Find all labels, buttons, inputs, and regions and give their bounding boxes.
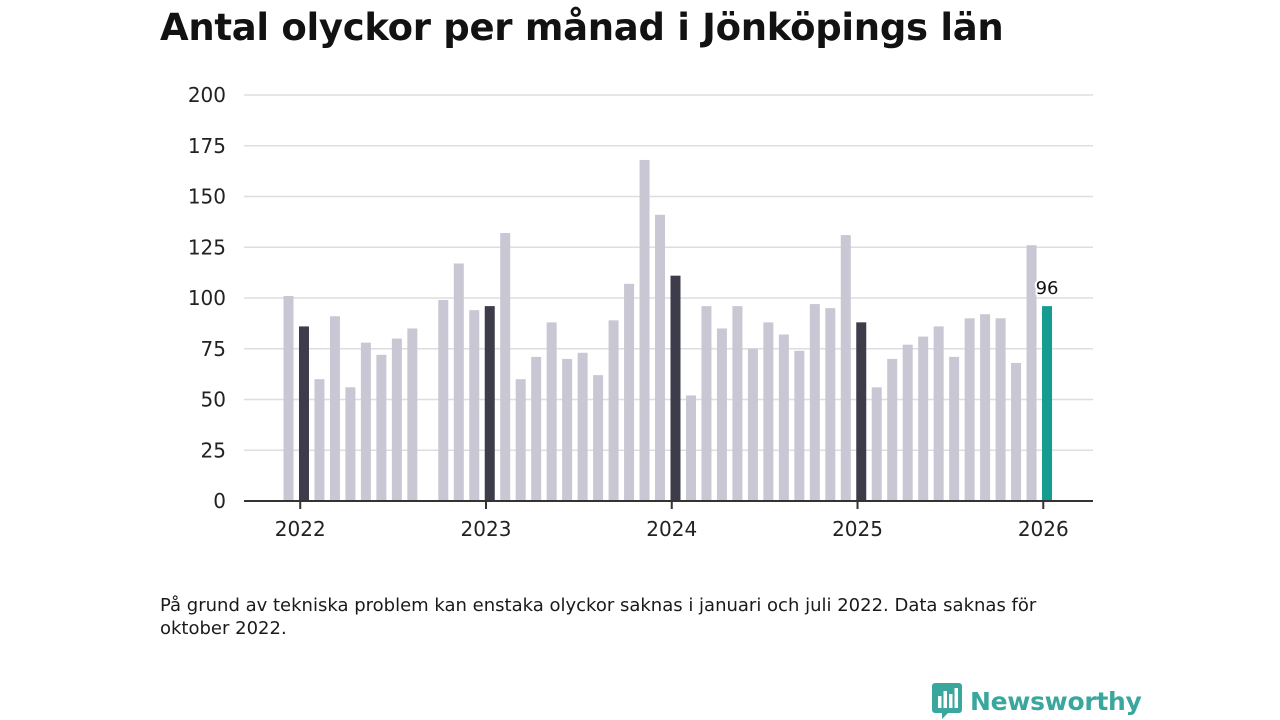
y-tick-label: 175 [188,134,226,158]
bar-2025-07 [949,356,960,501]
y-tick-label: 75 [201,337,226,361]
bar-2024-05 [732,306,743,501]
y-tick-label: 200 [188,83,226,107]
bar-2023-02 [500,233,511,502]
latest-value-label: 96 [1036,278,1059,299]
bar-2025-06 [933,326,944,501]
bar-2022-07 [391,338,402,501]
bar-2025-01 [856,322,867,501]
bar-2023-11 [639,159,650,501]
bar-2022-03 [329,316,340,501]
bar-2023-09 [608,320,619,501]
x-axis-ticks: 2022 2023 2024 2025 2026 [275,501,1069,541]
bar-2025-02 [871,387,882,501]
bar-2023-07 [577,352,588,501]
bar-2023-05 [546,322,557,501]
bar-2022-12 [469,310,480,501]
y-tick-label: 150 [188,185,226,209]
bar-2024-02 [685,395,696,501]
x-tick-label-2026: 2026 [1018,517,1069,541]
bar-2022-08 [407,328,418,501]
bar-2025-10 [995,318,1006,501]
bar-2022-06 [376,354,387,501]
brand-logo[interactable]: Newsworthy [932,683,1142,719]
x-tick-label-2023: 2023 [461,517,512,541]
bar-2021-12 [283,295,294,501]
y-axis-ticks: 0 25 50 75 100 125 150 175 200 [188,83,226,513]
chart-title: Antal olyckor per månad i Jönköpings län [160,6,1004,49]
bar-2024-12 [840,235,851,501]
bar-2023-08 [593,375,604,501]
y-tick-label: 25 [201,438,226,462]
bar-2023-03 [515,379,526,501]
bar-2022-01 [298,326,309,501]
bar-2023-04 [531,356,542,501]
bar-2025-03 [887,358,898,501]
bar-2024-10 [809,304,820,501]
bar-2024-01 [670,275,681,501]
bar-2024-08 [778,334,789,501]
bar-2025-09 [980,314,991,501]
x-tick-label-2022: 2022 [275,517,326,541]
bar-2022-02 [314,379,325,501]
bar-2023-06 [562,358,573,501]
bar-2024-06 [747,348,758,501]
data-labels: 96 [1034,276,1061,301]
bar-2023-10 [624,283,635,501]
bar-2025-05 [918,336,929,501]
bar-2026-01 [1042,306,1053,501]
x-tick-label-2025: 2025 [832,517,883,541]
y-tick-label: 125 [188,235,226,259]
bar-2022-10 [438,300,449,501]
bar-2022-05 [360,342,371,501]
bar-2023-12 [655,214,666,501]
footnote: På grund av tekniska problem kan enstaka… [160,595,1037,639]
bar-2022-11 [453,263,464,501]
bar-2025-12 [1026,245,1037,501]
newsworthy-logo-icon [932,683,962,719]
bar-2025-08 [964,318,975,501]
bar-2022-04 [345,387,356,501]
bars [283,159,1053,502]
bar-2024-09 [794,350,805,501]
bar-2023-01 [484,306,495,501]
y-tick-label: 100 [188,286,226,310]
y-tick-label: 0 [213,489,226,513]
y-tick-label: 50 [201,388,226,412]
bar-2024-03 [701,306,712,501]
bar-2025-11 [1011,362,1022,501]
brand-name: Newsworthy [970,686,1142,716]
bar-2025-04 [902,344,913,501]
bar-2024-11 [825,308,836,501]
x-tick-label-2024: 2024 [646,517,697,541]
bar-2024-07 [763,322,774,501]
bar-2024-04 [716,328,727,501]
